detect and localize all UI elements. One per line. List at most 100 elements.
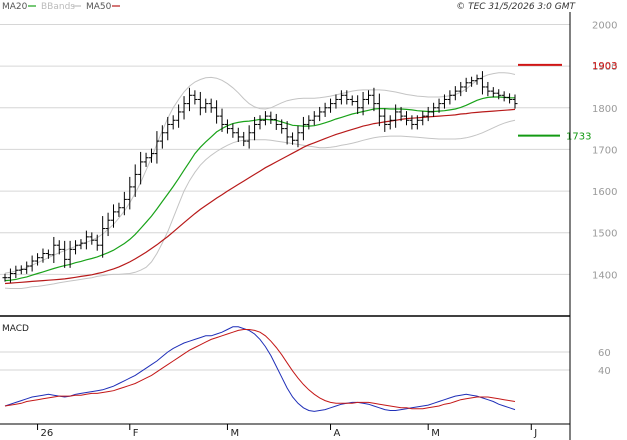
ohlc-bar [398,106,404,122]
ohlc-bar [371,87,377,112]
macd-grid [0,351,570,371]
ohlc-bar [35,253,41,266]
ohlc-bar [273,113,279,130]
ohlc-bar [262,111,268,126]
bollinger-bands [4,72,516,289]
ohlc-bar [203,98,209,113]
ohlc-bar [409,115,415,130]
ohlc-bar [441,94,447,109]
price-y-tick-label: 2000 [592,20,617,31]
ohlc-bars [2,71,518,283]
ohlc-bar [154,131,160,164]
level-label: 1733 [566,132,591,143]
macd-lines [4,326,516,412]
ohlc-bar [138,151,144,185]
ohlc-bar [208,98,214,113]
ohlc-bar [290,132,296,145]
ohlc-bar [317,106,323,122]
ohlc-bar [403,111,409,126]
ohlc-bar [485,81,491,97]
ohlc-bar [431,102,437,117]
ohlc-bar [143,152,149,167]
ohlc-bar [83,230,89,250]
ohlc-bar [7,268,13,283]
x-tick-label: J [533,428,537,439]
ohlc-bar [73,240,79,255]
ohlc-bar [284,121,290,145]
price-y-tick-label: 1500 [592,229,617,240]
ohlc-bar [111,204,117,228]
ohlc-bar [100,216,106,258]
ohlc-bar [29,255,35,272]
ohlc-bar [45,249,51,259]
x-tick-label: M [431,428,440,439]
ohlc-bar [241,131,247,147]
ohlc-bar [414,115,420,130]
ohlc-bar [235,127,241,142]
macd-y-axis: 60 40 [598,348,611,377]
ohlc-bar [360,91,366,116]
bb-upper-line [4,72,516,274]
x-axis: 26 F M A M J [37,424,537,439]
ohlc-bar [230,123,236,138]
price-panel: 2000 1900 1800 1700 1600 1500 1400 1903 1733 [0,20,617,289]
ohlc-bar [507,93,513,104]
ohlc-bar [219,108,225,132]
legend: MA20 BBands MA50 [2,2,120,12]
ohlc-bar [246,125,252,149]
price-y-tick-label: 1400 [592,270,617,281]
ohlc-bar [387,115,393,130]
ohlc-bar [344,90,350,105]
ohlc-bar [479,71,485,95]
macd-y-tick-label: 60 [598,348,611,359]
ohlc-bar [295,125,301,148]
legend-label-ma20: MA20 [2,2,28,12]
ohlc-bar [382,108,388,132]
ohlc-bar [214,100,220,124]
ohlc-bar [306,115,312,130]
ohlc-bar [78,239,84,250]
ohlc-bar [490,87,496,98]
bb-lower-line [4,119,516,289]
legend-label-ma50: MA50 [86,2,112,12]
price-y-axis: 2000 1900 1800 1700 1600 1500 1400 [592,20,617,281]
ohlc-bar [328,98,334,113]
ohlc-bar [436,98,442,113]
copyright: © TEC 31/5/2026 3:0 GMT [456,2,576,12]
ohlc-bar [67,240,73,268]
ohlc-bar [496,89,502,100]
ohlc-bar [311,111,317,126]
price-levels: 1903 1733 [518,61,617,143]
ohlc-bar [501,91,507,102]
ohlc-bar [333,94,339,109]
macd-panel: MACD 60 40 [0,324,611,412]
ohlc-bar [458,81,464,97]
ohlc-bar [469,76,475,87]
price-y-tick-label: 1700 [592,145,617,156]
ohlc-bar [13,265,19,279]
ma50-line [4,108,516,285]
price-grid [0,23,570,275]
ohlc-bar [116,202,122,217]
x-tick-label: A [334,428,341,439]
macd-signal-line [4,329,516,410]
ohlc-bar [24,261,30,274]
ohlc-bar [105,212,111,237]
x-tick-label: 26 [41,428,54,439]
ohlc-bar [279,119,285,134]
ohlc-bar [224,119,230,134]
ohlc-bar [474,74,480,85]
macd-line [4,326,516,412]
ohlc-bar [56,240,62,255]
ohlc-bar [452,86,458,101]
ohlc-bar [420,111,426,126]
ohlc-bar [268,111,274,124]
ohlc-bar [170,115,176,130]
ohlc-bar [300,116,306,141]
ohlc-bar [18,265,24,275]
price-y-tick-label: 1800 [592,104,617,115]
ohlc-bar [322,102,328,117]
ohlc-bar [181,96,187,120]
price-y-tick-label: 1900 [592,62,617,73]
